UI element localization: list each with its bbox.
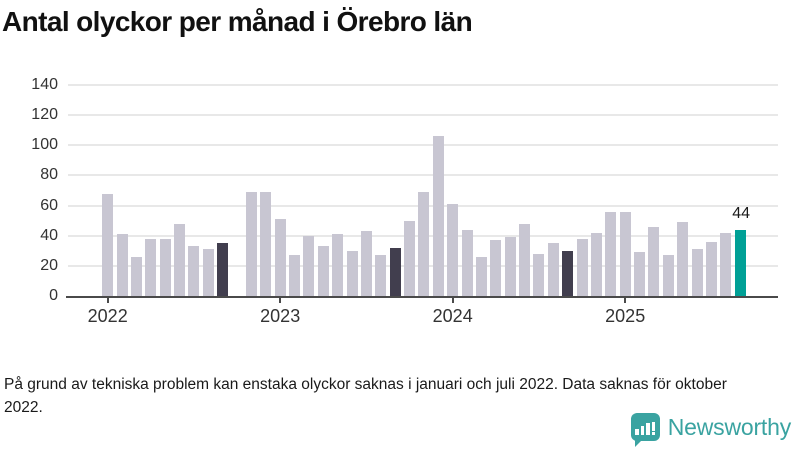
chart-title: Antal olyckor per månad i Örebro län: [2, 6, 473, 37]
gridline-140: [68, 84, 778, 86]
bar-2024-10: [576, 238, 588, 296]
logo-bar-small-icon: [635, 429, 639, 435]
bar-2023-10: [404, 220, 416, 296]
logo-bar-medium-icon: [640, 426, 645, 435]
bar-2023-11: [418, 192, 430, 296]
y-axis-label-60: 60: [40, 196, 58, 214]
y-axis-label-80: 80: [40, 166, 58, 184]
bar-2022-02: [116, 234, 128, 296]
value-label-44: 44: [732, 204, 751, 222]
bar-2022-05: [159, 238, 171, 296]
chart-footnote: På grund av tekniska problem kan enstaka…: [4, 376, 727, 416]
bar-2022-03: [130, 256, 142, 296]
bar-2025-04: [662, 255, 674, 296]
bar-2024-08: [547, 243, 559, 296]
y-axis-label-100: 100: [31, 136, 58, 154]
bar-2022-12: [260, 192, 272, 296]
x-axis-line: [66, 295, 778, 298]
bar-2024-01: [447, 204, 459, 296]
bar-2024-05: [504, 237, 516, 296]
bar-2022-06: [174, 223, 186, 296]
bar-2025-03: [648, 226, 660, 296]
bar-2023-07: [360, 231, 372, 296]
bar-2024-07: [533, 253, 545, 296]
bar-2024-02: [461, 229, 473, 296]
bar-2023-05: [332, 234, 344, 296]
x-axis-label-2025: 2025: [605, 306, 646, 326]
bar-2023-06: [346, 250, 358, 296]
newsworthy-logo[interactable]: Newsworthy: [630, 413, 791, 447]
bar-2023-12: [432, 136, 444, 296]
logo-bar-tall-icon: [646, 423, 650, 435]
bar-2024-12: [605, 211, 617, 296]
x-axis-tick-2024: [451, 298, 454, 303]
x-axis-label-2023: 2023: [260, 306, 301, 326]
bar-2022-07: [188, 246, 200, 296]
logo-exclamation-icon: [651, 421, 656, 435]
bar-2022-08: [202, 249, 214, 296]
bar-2024-11: [590, 232, 602, 296]
bar-2022-11: [245, 192, 257, 296]
bar-2022-04: [145, 238, 157, 296]
bar-2022-09: [217, 243, 229, 296]
x-axis-tick-2023: [279, 298, 282, 303]
x-axis-label-2022: 2022: [87, 306, 128, 326]
bar-2023-03: [303, 235, 315, 296]
x-axis-tick-2022: [106, 298, 109, 303]
bar-2025-07: [705, 241, 717, 296]
bar-2024-04: [490, 240, 502, 296]
bar-2025-09: [734, 229, 746, 296]
newsworthy-wordmark: Newsworthy: [667, 413, 791, 440]
bar-2023-04: [317, 246, 329, 296]
bar-2025-01: [619, 211, 631, 296]
bar-2023-02: [289, 255, 301, 296]
bar-2024-06: [519, 223, 531, 296]
y-axis-label-40: 40: [40, 226, 58, 244]
x-axis-label-2024: 2024: [432, 306, 473, 326]
bar-2022-01: [102, 193, 114, 296]
gridline-80: [68, 174, 778, 177]
y-axis-label-140: 140: [31, 76, 58, 93]
bar-2024-03: [475, 256, 487, 296]
y-axis-label-120: 120: [31, 106, 58, 124]
y-axis-label-20: 20: [40, 256, 58, 274]
bar-2025-08: [720, 232, 732, 296]
gridline-100: [68, 144, 778, 147]
x-axis-tick-2025: [624, 298, 627, 303]
bar-2025-06: [691, 249, 703, 296]
bar-2025-02: [634, 252, 646, 296]
bar-2023-08: [375, 255, 387, 296]
bar-2023-09: [389, 247, 401, 296]
gridline-120: [68, 114, 778, 117]
bar-2023-01: [274, 219, 286, 296]
y-axis-label-0: 0: [49, 287, 58, 304]
bar-2025-05: [677, 222, 689, 296]
newsworthy-bubble-chart-icon: [630, 413, 660, 447]
bar-2024-09: [562, 250, 574, 296]
